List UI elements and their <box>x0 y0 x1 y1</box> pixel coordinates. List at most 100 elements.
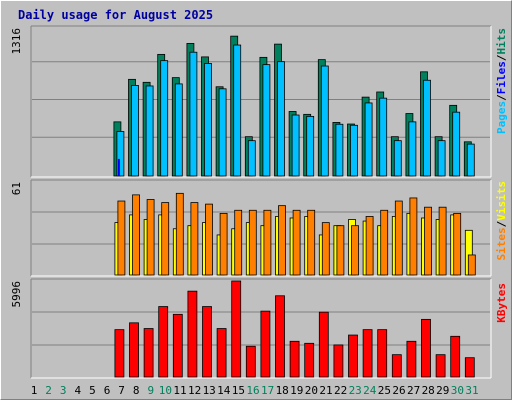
side-legend-segment: Hits <box>495 28 508 55</box>
bar-sites <box>278 205 286 276</box>
bar-sites <box>321 222 330 276</box>
bar-files <box>466 143 475 177</box>
bar-sites <box>146 199 155 276</box>
day-label: 3 <box>60 384 67 397</box>
bar-kbytes <box>260 310 271 378</box>
bar-files <box>218 88 227 177</box>
bar-sites <box>467 254 476 276</box>
side-legend-segment: Sites <box>495 227 508 260</box>
bar-sites <box>351 225 359 276</box>
bar-sites <box>234 209 243 276</box>
day-label: 19 <box>290 384 303 397</box>
day-label: 26 <box>392 384 405 397</box>
bar-sites <box>453 212 462 276</box>
bar-files <box>116 131 125 177</box>
bar-kbytes <box>362 329 373 378</box>
bar-sites <box>175 192 184 276</box>
bar-kbytes <box>129 322 139 378</box>
bar-sites <box>219 212 228 276</box>
day-label: 29 <box>436 384 449 397</box>
bar-kbytes <box>435 354 446 378</box>
day-label: 18 <box>276 384 289 397</box>
bar-kbytes <box>202 306 212 378</box>
bar-pages <box>117 158 120 176</box>
bar-sites <box>409 197 418 276</box>
bar-kbytes <box>377 329 388 378</box>
bar-kbytes <box>158 306 169 378</box>
bar-kbytes <box>406 340 417 378</box>
day-label: 21 <box>319 384 332 397</box>
bar-kbytes <box>114 329 125 378</box>
bar-sites <box>117 200 126 276</box>
day-label: 17 <box>261 384 274 397</box>
bar-kbytes <box>187 290 198 378</box>
side-legend-segment: Pages <box>495 101 508 134</box>
bar-files <box>291 114 300 177</box>
bar-files <box>393 140 402 177</box>
day-label: 10 <box>159 384 172 397</box>
bar-sites <box>380 209 389 276</box>
bar-files <box>350 124 358 177</box>
bar-sites <box>424 206 432 276</box>
bar-files <box>262 64 271 177</box>
day-label: 11 <box>173 384 186 397</box>
day-label: 23 <box>349 384 362 397</box>
bar-sites <box>205 203 213 276</box>
y-axis-max-label: 1316 <box>10 28 23 55</box>
bar-files <box>204 63 212 177</box>
day-label: 2 <box>45 384 52 397</box>
bar-files <box>379 97 388 177</box>
bar-files <box>335 123 344 177</box>
bar-kbytes <box>333 344 344 378</box>
bar-files <box>233 44 242 177</box>
bar-files <box>320 65 329 177</box>
day-label: 31 <box>465 384 478 397</box>
day-label: 22 <box>334 384 347 397</box>
bar-sites <box>365 216 374 276</box>
bar-files <box>131 85 139 177</box>
day-label: 1 <box>31 384 38 397</box>
side-legend-segment: / <box>495 220 508 227</box>
day-label: 24 <box>363 384 377 397</box>
bar-files <box>160 60 169 177</box>
day-label: 9 <box>147 384 154 397</box>
day-label: 25 <box>378 384 391 397</box>
bar-sites <box>190 202 199 276</box>
day-label: 14 <box>217 384 231 397</box>
bar-kbytes <box>172 313 183 378</box>
bar-sites <box>263 209 272 276</box>
bar-files <box>145 85 154 177</box>
day-label: 27 <box>407 384 420 397</box>
bar-kbytes <box>231 280 242 378</box>
bar-sites <box>161 202 170 276</box>
bar-files <box>408 121 417 177</box>
bar-kbytes <box>450 335 461 378</box>
bar-sites <box>248 209 257 276</box>
day-label: 20 <box>305 384 318 397</box>
bar-kbytes <box>245 345 256 378</box>
day-label: 16 <box>246 384 259 397</box>
bar-sites <box>307 209 316 276</box>
side-legend-label: KBytes <box>495 283 508 323</box>
bar-files <box>174 83 183 177</box>
bar-sites <box>438 206 447 276</box>
day-label: 13 <box>203 384 216 397</box>
side-legend-segment: / <box>495 54 508 61</box>
bar-kbytes <box>143 328 154 378</box>
day-label: 8 <box>133 384 140 397</box>
bar-files <box>437 140 446 177</box>
bar-sites <box>336 225 345 276</box>
y-axis-max-label: 61 <box>10 182 23 195</box>
day-label: 12 <box>188 384 201 397</box>
side-legend-segment: Visits <box>495 181 508 221</box>
day-label: 30 <box>451 384 464 397</box>
bar-sites <box>394 200 403 276</box>
side-legend-label: Pages/Files/Hits <box>495 28 508 134</box>
side-legend-segment: Files <box>495 61 508 94</box>
y-axis-max-label: 5996 <box>10 281 23 308</box>
bar-files <box>423 79 431 177</box>
bar-sites <box>292 209 301 276</box>
bar-sites <box>132 194 140 276</box>
day-label: 6 <box>104 384 111 397</box>
